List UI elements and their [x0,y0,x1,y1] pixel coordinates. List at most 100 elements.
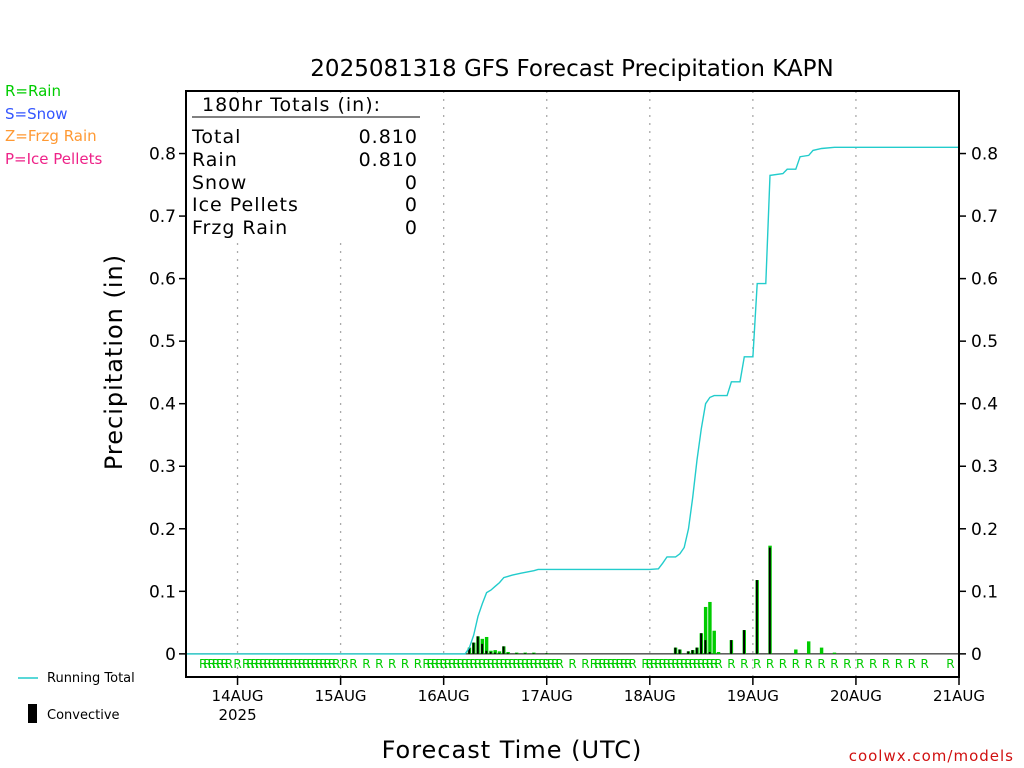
rain-marker: R [293,657,301,671]
legend-rain: R=Rain [5,82,61,100]
rain-marker: R [199,657,207,671]
credit-text: coolwx.com/models [849,747,1014,765]
y-tick-label-right: 0.3 [971,457,998,477]
rain-marker: R [513,657,521,671]
rain-marker: R [216,657,224,671]
convective-bar [768,547,771,654]
rain-marker: R [448,657,456,671]
legend-snow: S=Snow [5,105,68,123]
totals-total-label: Total [191,126,241,148]
totals-freezing-rain-label: Frzg Rain [192,217,288,239]
rain-marker: R [457,657,465,671]
y-tick-label-right: 0.2 [971,520,998,540]
totals-snow-label: Snow [192,172,247,194]
y-tick-label-right: 0.7 [971,207,998,227]
y-tick-label-right: 0.1 [971,582,998,602]
x-tick-label: 16AUG [418,687,470,705]
precip-bar [806,641,811,654]
series-legend: Running Total Convective [18,671,135,723]
rain-marker: R [500,657,508,671]
precip-bar [832,652,837,654]
precip-bar [514,652,519,654]
rain-marker: R [856,657,864,671]
precip-bar [819,647,824,654]
y-tick-label-left: 0.4 [149,395,176,415]
rain-marker: R [319,657,327,671]
rain-marker: R [324,657,332,671]
rain-marker: R [225,657,233,671]
y-tick-label-left: 0.5 [149,332,176,352]
y-tick-label-right: 0 [971,645,982,665]
rain-marker: R [478,657,486,671]
rain-marker: R [332,657,340,671]
convective-bar [524,653,526,654]
precip-bars [467,545,837,654]
y-axis-label: Precipitation (in) [100,254,128,470]
rain-marker: R [427,657,435,671]
legend-ice-pellets: P=Ice Pellets [5,150,102,168]
rain-marker: R [401,657,409,671]
x-tick-label: 19AUG [727,687,779,705]
rain-marker: R [482,657,490,671]
rain-marker: R [306,657,314,671]
running-total-legend-label: Running Total [47,671,135,686]
rain-marker: R [259,657,267,671]
rain-marker: R [375,657,383,671]
rain-marker: R [684,657,692,671]
rain-marker: R [444,657,452,671]
rain-marker: R [298,657,306,671]
rain-marker: R [646,657,654,671]
totals-rain-value: 0.810 [359,149,418,171]
rain-marker: R [882,657,890,671]
rain-marker: R [706,657,714,671]
rain-marker: R [517,657,525,671]
rain-marker: R [676,657,684,671]
rain-marker: R [671,657,679,671]
convective-bar [498,653,501,654]
rain-marker: R [538,657,546,671]
y-tick-label-left: 0 [165,645,176,665]
running-total-line [186,146,959,655]
rain-marker: R [701,657,709,671]
rain-marker: R [547,657,555,671]
rain-marker: R [233,657,241,671]
convective-bar [743,630,745,654]
totals-heading: 180hr Totals (in): [202,94,381,116]
rain-marker: R [830,657,838,671]
rain-marker: R [779,657,787,671]
convective-bar [691,650,694,654]
rain-marker: R [667,657,675,671]
rain-marker: R [276,657,284,671]
rain-marker: R [697,657,705,671]
x-tick-label: 14AUG [212,687,264,705]
rain-marker: R [792,657,800,671]
rain-marker: R [208,657,216,671]
convective-bar [506,653,509,654]
rain-marker: R [843,657,851,671]
rain-marker: R [435,657,443,671]
precip-bar [716,651,721,654]
rain-marker: R [753,657,761,671]
totals-rain-label: Rain [192,149,238,171]
rain-marker: R [895,657,903,671]
rain-marker: R [263,657,271,671]
rain-marker: R [251,657,259,671]
x-tick-label: 17AUG [521,687,573,705]
rain-marker: R [474,657,482,671]
rain-marker: R [650,657,658,671]
rain-marker: R [203,657,211,671]
chart-title: 2025081318 GFS Forecast Precipitation KA… [310,56,833,82]
rain-marker: R [620,657,628,671]
convective-bar [545,653,548,654]
convective-bar [678,649,681,654]
precip-type-legend: R=Rain S=Snow Z=Frzg Rain P=Ice Pellets [5,82,102,168]
convective-bar [481,643,484,654]
convective-bar [489,651,492,654]
rain-marker: R [242,657,250,671]
convective-bar [755,580,758,654]
convective-bar [468,647,471,654]
precip-bar [532,652,536,654]
convective-legend-label: Convective [47,708,120,723]
